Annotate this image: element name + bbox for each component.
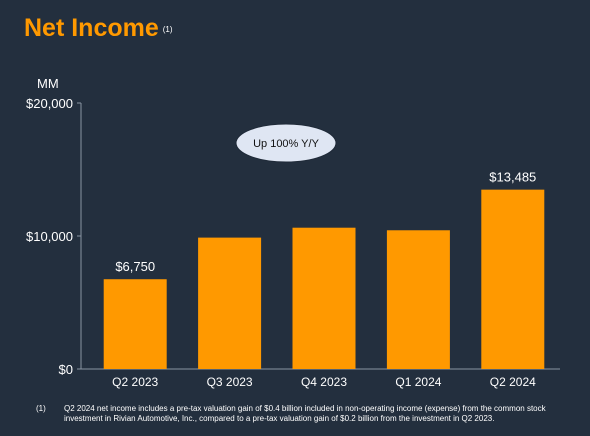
bar	[103, 279, 167, 369]
footnote: (1) Q2 2024 net income includes a pre-ta…	[36, 404, 560, 424]
x-tick-label: Q2 2023	[112, 375, 158, 389]
bar	[198, 237, 262, 369]
x-tick-label: Q2 2024	[490, 375, 536, 389]
x-tick-label: Q3 2023	[207, 375, 253, 389]
data-label: $6,750	[115, 259, 155, 274]
title-footnote-ref: (1)	[162, 24, 173, 34]
net-income-chart: MM $0 $10,000 $20,000 Q2 2023 $6,750 Q3 2023 Q4…	[26, 76, 560, 389]
callout-ellipse	[235, 123, 337, 163]
chart-title-text: Net Income	[24, 14, 159, 42]
y-tick-label: $20,000	[26, 96, 73, 111]
callout-text: Up 100% Y/Y	[253, 138, 320, 150]
chart-title: Net Income (1)	[24, 14, 173, 43]
x-tick-label: Q4 2023	[301, 375, 347, 389]
y-tick-label: $0	[59, 362, 73, 377]
y-axis-label: MM	[37, 76, 59, 91]
x-tick-label: Q1 2024	[395, 375, 441, 389]
bar	[481, 189, 545, 369]
footnote-number: (1)	[36, 404, 46, 413]
bar	[292, 227, 356, 369]
data-label: $13,485	[489, 170, 536, 185]
footnote-text: Q2 2024 net income includes a pre-tax va…	[64, 404, 546, 423]
y-tick-label: $10,000	[26, 229, 73, 244]
bar	[386, 230, 450, 369]
